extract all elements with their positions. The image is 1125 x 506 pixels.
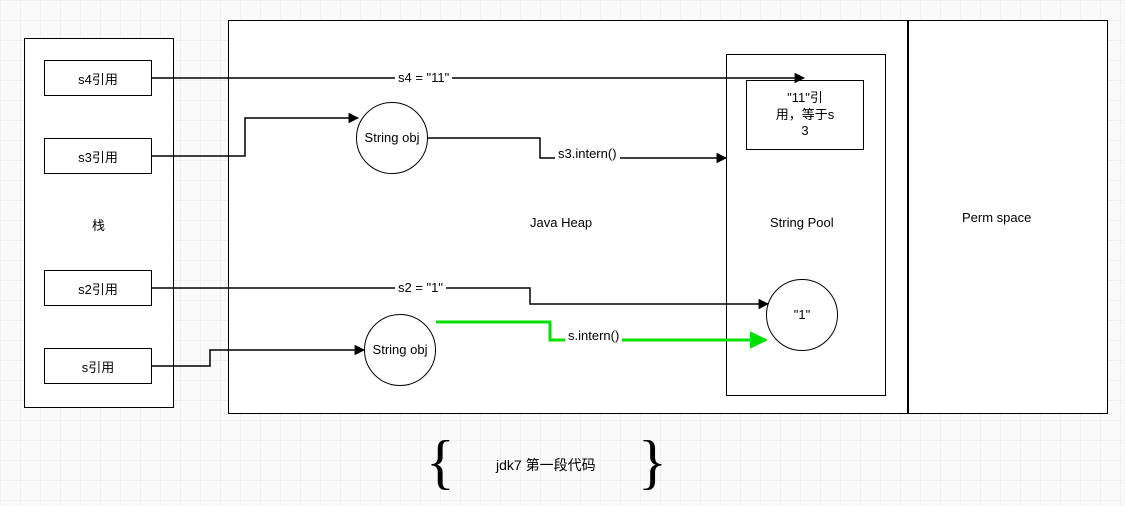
pool-11-line2: 用，等于s [776,107,835,124]
s2-ref-text: s2引用 [78,279,118,298]
brace-right: } [638,428,667,497]
brace-left: { [426,428,455,497]
s2-ref-box: s2引用 [44,270,152,306]
edge-label-s-intern: s.intern() [565,328,622,343]
one-circle: "1" [766,279,838,351]
pool-11-line1: "11"引 [787,90,823,107]
caption-text: jdk7 第一段代码 [496,455,596,475]
heap-label: Java Heap [530,215,592,230]
stack-label: 栈 [92,215,105,234]
pool-11-box: "11"引 用，等于s 3 [746,80,864,150]
s4-ref-box: s4引用 [44,60,152,96]
pool-11-line3: 3 [801,123,808,140]
string-obj-top-text: String obj [365,130,420,146]
s-ref-text: s引用 [82,357,115,376]
string-obj-bottom-circle: String obj [364,314,436,386]
one-circle-text: "1" [794,307,810,323]
s3-ref-text: s3引用 [78,147,118,166]
edge-label-s3-intern: s3.intern() [555,146,620,161]
string-obj-bottom-text: String obj [373,342,428,358]
s3-ref-box: s3引用 [44,138,152,174]
s-ref-box: s引用 [44,348,152,384]
s4-ref-text: s4引用 [78,69,118,88]
edge-label-s4: s4 = "11" [395,70,452,85]
string-pool-label: String Pool [770,215,834,230]
string-obj-top-circle: String obj [356,102,428,174]
perm-label: Perm space [962,210,1031,225]
edge-label-s2: s2 = "1" [395,280,446,295]
